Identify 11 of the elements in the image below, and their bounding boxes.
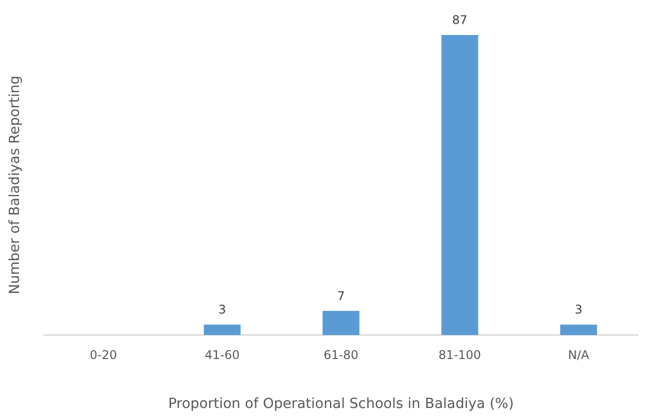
data-label: 7 bbox=[337, 288, 345, 303]
data-label: 87 bbox=[452, 13, 468, 27]
x-tick-label: 61-80 bbox=[324, 348, 358, 362]
data-label: 3 bbox=[574, 302, 582, 317]
data-label: 3 bbox=[218, 302, 226, 317]
y-axis-title: Number of Baladiyas Reporting bbox=[7, 76, 23, 294]
x-tick-label: 41-60 bbox=[204, 348, 240, 362]
x-tick-label: 81-100 bbox=[438, 348, 482, 362]
x-axis-title: Proportion of Operational Schools in Baladiya (%) bbox=[168, 396, 514, 412]
x-tick-label: 0-20 bbox=[90, 348, 118, 362]
x-tick-label: N/A bbox=[568, 348, 590, 362]
